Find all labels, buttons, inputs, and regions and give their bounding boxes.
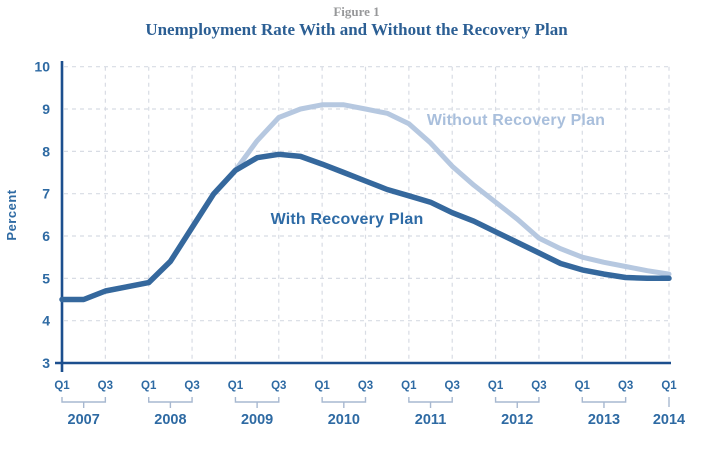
x-tick-label: Q1: [54, 380, 70, 392]
y-tick-label: 10: [34, 59, 50, 75]
year-label: 2009: [241, 412, 273, 428]
year-bracket: [494, 397, 540, 403]
year-bracket: [148, 397, 193, 403]
year-label: 2013: [588, 412, 620, 428]
x-tick-label: Q1: [314, 380, 330, 392]
year-label: 2007: [68, 412, 100, 428]
y-tick-label: 7: [42, 186, 50, 202]
series-line-with: [59, 151, 672, 303]
year-bracket: [321, 397, 367, 403]
y-tick-label: 4: [42, 313, 50, 329]
year-label: 2011: [415, 412, 446, 428]
chart-title: Unemployment Rate With and Without the R…: [145, 20, 568, 39]
year-label: 2008: [154, 412, 186, 428]
x-tick-label: Q1: [661, 380, 677, 392]
x-tick-label: Q3: [531, 380, 546, 392]
year-label: 2010: [328, 412, 360, 428]
year-bracket: [408, 397, 453, 403]
y-tick-label: 3: [42, 355, 50, 371]
year-label: 2014: [653, 412, 685, 428]
x-tick-label: Q3: [98, 380, 113, 392]
x-tick-label: Q3: [184, 380, 199, 392]
year-bracket: [61, 397, 107, 403]
series-label-with-recovery-plan: With Recovery Plan: [270, 211, 424, 228]
year-bracket: [581, 397, 627, 403]
x-tick-label: Q3: [271, 380, 286, 392]
x-tick-label: Q3: [618, 380, 633, 392]
series-label-without-recovery-plan: Without Recovery Plan: [426, 112, 606, 129]
y-tick-label: 9: [42, 101, 50, 117]
y-tick-label: 6: [42, 228, 50, 244]
x-tick-label: Q3: [445, 380, 460, 392]
figure-label: Figure 1: [333, 4, 380, 19]
y-tick-label: 5: [42, 270, 50, 286]
y-tick-label: 8: [42, 143, 50, 159]
x-tick-label: Q1: [228, 380, 244, 392]
x-tick-label: Q1: [141, 380, 157, 392]
year-bracket: [234, 397, 280, 403]
x-tick-label: Q1: [401, 380, 417, 392]
x-tick-label: Q1: [575, 380, 591, 392]
year-label: 2012: [501, 412, 533, 428]
y-axis-title: Percent: [4, 189, 19, 240]
x-tick-label: Q1: [488, 380, 504, 392]
x-tick-label: Q3: [358, 380, 373, 392]
